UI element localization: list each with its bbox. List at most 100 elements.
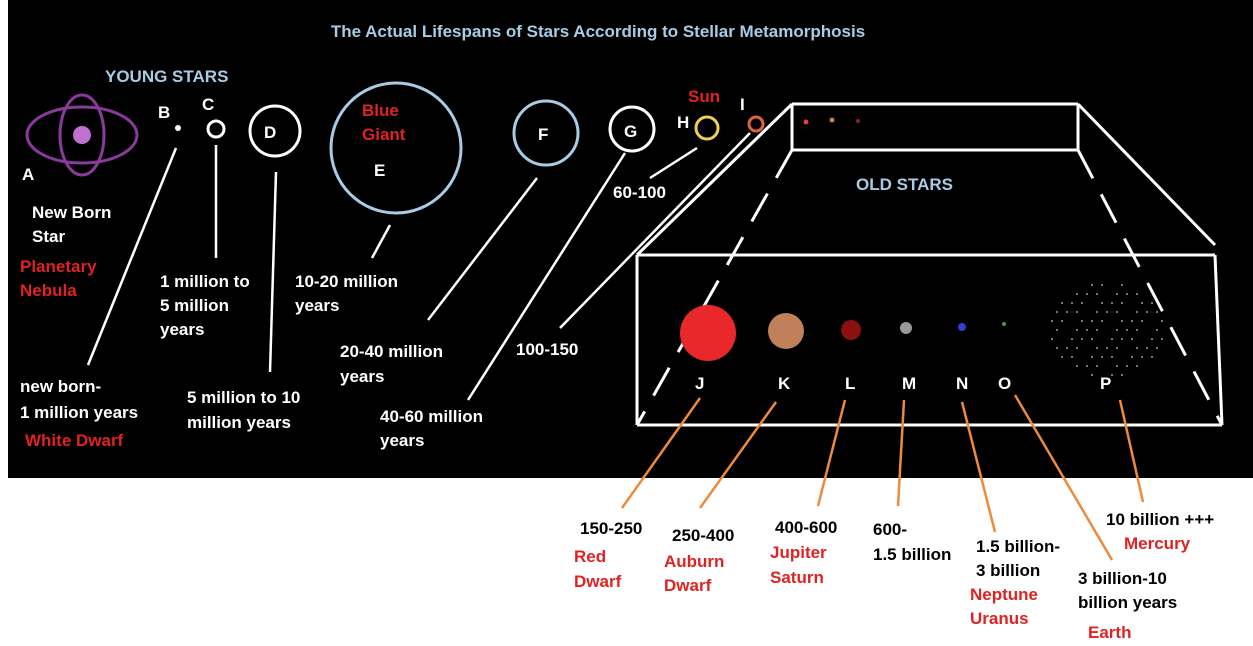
star-shape <box>1081 320 1083 322</box>
star-shape <box>1056 311 1058 313</box>
label: White Dwarf <box>25 431 124 450</box>
label: million years <box>187 413 291 432</box>
star-shape <box>1131 320 1133 322</box>
diagram: The Actual Lifespans of Stars According … <box>0 0 1253 646</box>
star-shape <box>1146 311 1148 313</box>
star-shape <box>1116 329 1118 331</box>
star-shape <box>1086 329 1088 331</box>
label: K <box>778 374 791 393</box>
label: Dwarf <box>574 572 622 591</box>
star-shape <box>1086 293 1088 295</box>
label: 40-60 million <box>380 407 483 426</box>
label: Nebula <box>20 281 77 300</box>
star-shape <box>1111 356 1113 358</box>
label: Uranus <box>970 609 1029 628</box>
star-shape <box>768 313 804 349</box>
star-shape <box>1161 338 1163 340</box>
star-shape <box>1136 347 1138 349</box>
label: Sun <box>688 87 720 106</box>
star-shape <box>1161 320 1163 322</box>
label: Neptune <box>970 585 1038 604</box>
star-shape <box>1076 293 1078 295</box>
star-shape <box>1136 365 1138 367</box>
star-shape <box>1156 329 1158 331</box>
label: billion years <box>1078 593 1177 612</box>
star-shape <box>1076 347 1078 349</box>
star-shape <box>841 320 861 340</box>
star-shape <box>1126 365 1128 367</box>
star-shape <box>1056 347 1058 349</box>
star-shape <box>1061 356 1063 358</box>
star-shape <box>1116 347 1118 349</box>
label: 10 billion +++ <box>1106 510 1214 529</box>
star-shape <box>1131 338 1133 340</box>
star-shape <box>1116 293 1118 295</box>
star-shape <box>804 120 809 125</box>
star-shape <box>1121 374 1123 376</box>
star-shape <box>1111 338 1113 340</box>
label: Red <box>574 547 606 566</box>
star-shape <box>1066 347 1068 349</box>
label: years <box>160 320 204 339</box>
star-shape <box>74 127 90 143</box>
star-shape <box>1096 347 1098 349</box>
star-shape <box>1136 293 1138 295</box>
star-shape <box>1141 320 1143 322</box>
label: A <box>22 165 34 184</box>
star-shape <box>1141 356 1143 358</box>
star-shape <box>1091 284 1093 286</box>
label: Star <box>32 227 65 246</box>
star-shape <box>1056 329 1058 331</box>
star-shape <box>1136 329 1138 331</box>
star-shape <box>1066 311 1068 313</box>
star-shape <box>1151 356 1153 358</box>
label: 1 million years <box>20 403 138 422</box>
label: F <box>538 125 548 144</box>
label: 3 billion <box>976 561 1040 580</box>
label: 60-100 <box>613 183 666 202</box>
label: B <box>158 103 170 122</box>
star-shape <box>175 125 181 131</box>
star-shape <box>1071 302 1073 304</box>
label: New Born <box>32 203 111 222</box>
star-shape <box>1071 338 1073 340</box>
star-shape <box>830 118 835 123</box>
star-shape <box>1151 302 1153 304</box>
star-shape <box>1151 338 1153 340</box>
star-shape <box>1091 320 1093 322</box>
label: Mercury <box>1124 534 1191 553</box>
star-shape <box>1076 329 1078 331</box>
label: Dwarf <box>664 576 712 595</box>
label: 250-400 <box>672 526 734 545</box>
label: 3 billion-10 <box>1078 569 1167 588</box>
label: years <box>380 431 424 450</box>
star-shape <box>1156 347 1158 349</box>
label: I <box>740 95 745 114</box>
star-shape <box>1131 356 1133 358</box>
star-shape <box>680 305 736 361</box>
label: 5 million to 10 <box>187 388 300 407</box>
star-shape <box>1101 356 1103 358</box>
label: L <box>845 374 855 393</box>
star-shape <box>1101 284 1103 286</box>
star-shape <box>1061 320 1063 322</box>
star-shape <box>1126 329 1128 331</box>
star-shape <box>1116 311 1118 313</box>
label: P <box>1100 374 1111 393</box>
label: G <box>624 122 637 141</box>
label: 5 million <box>160 296 229 315</box>
label: N <box>956 374 968 393</box>
star-shape <box>1156 311 1158 313</box>
star-shape <box>958 323 966 331</box>
label: D <box>264 123 276 142</box>
star-shape <box>900 322 912 334</box>
label: Auburn <box>664 552 724 571</box>
star-shape <box>1076 365 1078 367</box>
label: new born- <box>20 377 101 396</box>
label: Giant <box>362 125 406 144</box>
label: M <box>902 374 916 393</box>
star-shape <box>1091 356 1093 358</box>
star-shape <box>856 119 860 123</box>
label: H <box>677 113 689 132</box>
star-shape <box>1121 302 1123 304</box>
